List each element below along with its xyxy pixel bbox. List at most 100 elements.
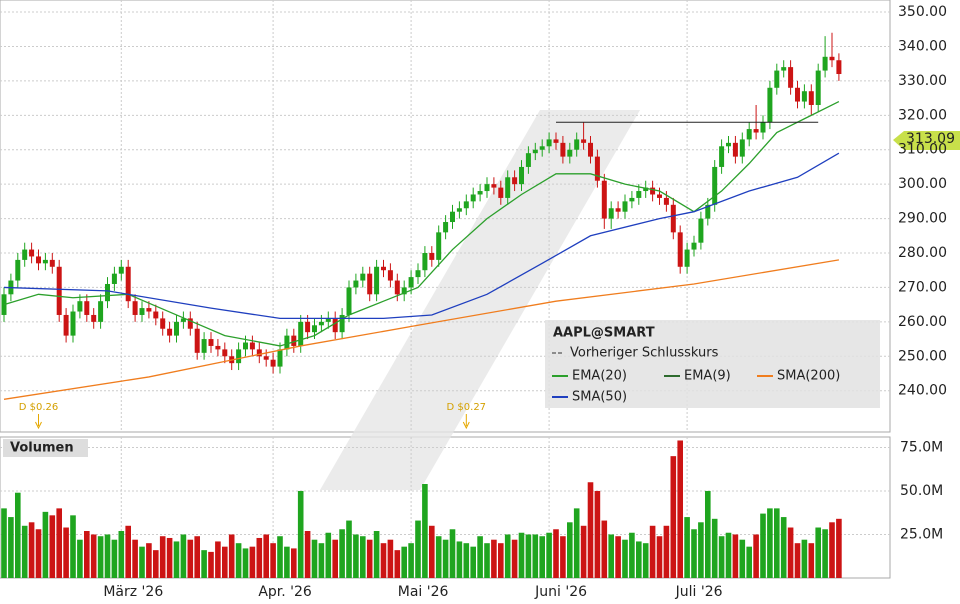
candle-body [367, 273, 373, 295]
volume-bar [194, 536, 200, 578]
volume-bar [284, 546, 290, 578]
dividend-label: D $0.27 [447, 402, 487, 413]
candle-body [394, 280, 400, 295]
volume-bar [173, 541, 180, 578]
volume-bar [525, 534, 532, 578]
x-tick-label: Juli '26 [675, 584, 723, 600]
candle-body [788, 67, 794, 88]
volume-bar [539, 536, 545, 578]
y-tick-label: 290.00 [898, 211, 947, 227]
volume-bar [642, 543, 649, 578]
candle-body [415, 270, 421, 278]
volume-bar [153, 550, 159, 578]
candle-body [146, 308, 152, 312]
candle-body [77, 301, 83, 312]
volume-bar [532, 534, 539, 578]
candle-body [353, 280, 359, 288]
candle-body [477, 191, 483, 195]
volume-bar [553, 529, 559, 578]
volume-bar [346, 520, 352, 578]
volume-bar [739, 539, 746, 578]
candle-body [56, 266, 62, 315]
candle-body [546, 139, 552, 147]
volume-bar [187, 539, 194, 578]
candle-body [408, 277, 414, 288]
volume-title: Volumen [10, 441, 74, 456]
candle-body [263, 356, 269, 360]
volume-bar [518, 532, 525, 578]
candle-body [339, 314, 345, 333]
volume-bar [132, 539, 138, 578]
volume-bar [491, 539, 497, 578]
candle-body [712, 166, 718, 205]
legend-label: SMA(50) [572, 390, 627, 405]
volume-bar [360, 536, 366, 578]
legend-title: AAPL@SMART [553, 326, 655, 341]
candle-body [753, 129, 759, 133]
volume-bar [449, 529, 456, 578]
candle-body [643, 187, 649, 192]
candle-body [801, 91, 807, 102]
volume-bar [587, 482, 594, 578]
candle-body [36, 256, 41, 264]
volume-bar [753, 534, 759, 578]
volume-bar [208, 551, 214, 578]
volume-bar [21, 525, 28, 578]
candle-body [298, 321, 304, 346]
volume-bar [415, 520, 421, 578]
volume-bar [339, 529, 345, 578]
volume-bar [649, 525, 656, 578]
volume-bar [477, 536, 483, 578]
volume-bar [35, 529, 42, 578]
y-tick-label: 300.00 [898, 176, 947, 192]
dividend-marker [462, 414, 470, 430]
volume-bar [180, 534, 187, 578]
candle-body [601, 180, 607, 219]
candle-body [160, 318, 166, 329]
candle-body [98, 301, 104, 322]
y-tick-label: 340.00 [898, 38, 947, 54]
volume-bar [222, 546, 228, 578]
volume-bar [504, 534, 511, 578]
candle-body [139, 308, 145, 315]
candle-body [484, 184, 490, 192]
volume-bar [215, 541, 221, 578]
candle-body [532, 149, 538, 154]
volume-bar [104, 534, 111, 578]
volume-bar [77, 539, 83, 578]
volume-bar [277, 536, 283, 578]
volume-title-box [3, 439, 88, 457]
y-tick-label: 330.00 [898, 73, 947, 89]
volume-bar [760, 513, 766, 578]
candle-body [608, 208, 614, 219]
candle-body [491, 184, 497, 188]
candle-body [505, 177, 511, 198]
volume-bar [318, 543, 325, 578]
overlay-line [3, 100, 840, 347]
candle-body [836, 60, 842, 75]
candle-body [332, 318, 338, 333]
volume-bar [380, 543, 387, 578]
volume-bar [663, 525, 670, 578]
volume-bar [511, 539, 518, 578]
y-tick-label: 320.00 [898, 107, 947, 123]
volume-bar [70, 515, 76, 578]
candle-body [774, 70, 780, 88]
volume-bar [56, 508, 62, 578]
volume-bar [774, 508, 780, 578]
watermark [320, 110, 640, 490]
volume-bar [235, 543, 242, 578]
volume-bar [263, 534, 269, 578]
volume-bar [836, 518, 842, 578]
volume-bar [594, 490, 601, 578]
y-tick-label: 310.00 [898, 142, 947, 158]
volume-bar [49, 515, 56, 578]
volume-bar [677, 440, 683, 578]
volume-bar [422, 484, 428, 578]
volume-bar [705, 490, 711, 578]
candle-body [270, 359, 276, 367]
candle-body [684, 249, 690, 267]
candle-body [284, 335, 290, 350]
candle-body [63, 314, 69, 336]
volume-bar [1, 508, 7, 578]
